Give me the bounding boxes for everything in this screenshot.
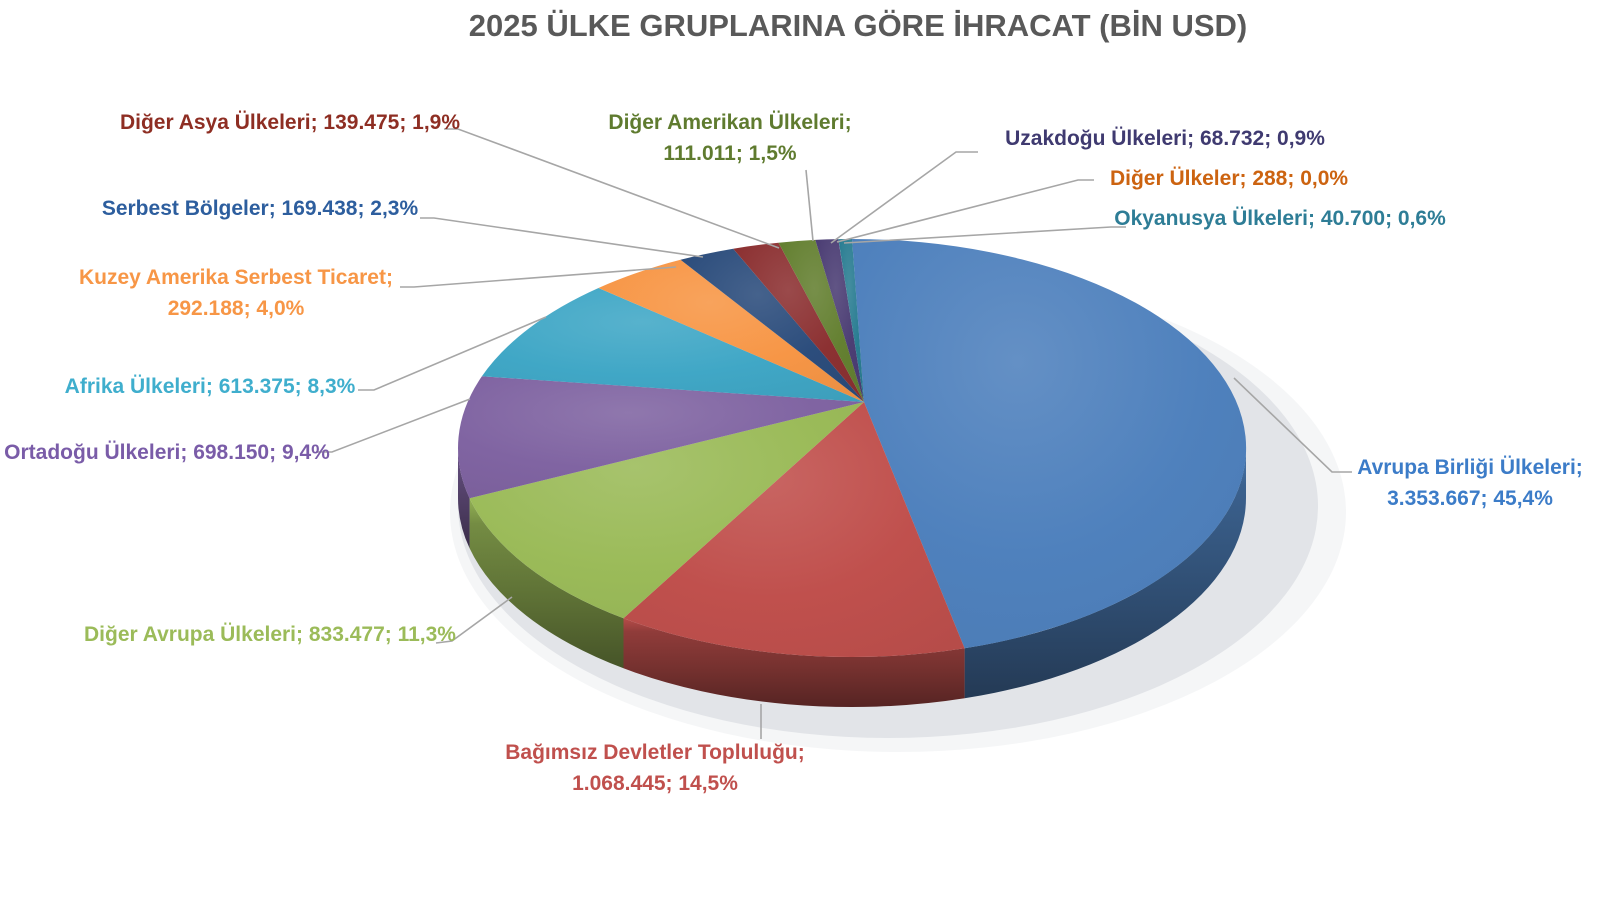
pie-slice-4: [481, 288, 864, 402]
pie-slice-9: [815, 239, 864, 402]
pie-label-diger-asya: Diğer Asya Ülkeleri; 139.475; 1,9%: [119, 111, 461, 134]
pie-slice-0: [852, 238, 1247, 649]
pie-slice-8: [778, 239, 864, 402]
pie-wall-3: [458, 448, 470, 549]
leader-line-6: [420, 217, 704, 258]
leader-line-7: [444, 128, 780, 249]
leader-line-2: [435, 596, 513, 644]
pie-slice-11: [838, 238, 864, 402]
pie-slice-5: [598, 259, 864, 402]
chart-title: 2025 ÜLKE GRUPLARINA GÖRE İHRACAT (BİN U…: [468, 8, 1248, 43]
pie-label-afrika: Afrika Ülkeleri; 613.375; 8,3%: [64, 375, 356, 398]
pie-label-diger-ulkeler: Diğer Ülkeler; 288; 0,0%: [1109, 167, 1349, 190]
pie-label-avrupa-birligi: Avrupa Birliği Ülkeleri; 3.353.667; 45,4…: [1357, 456, 1583, 510]
leader-line-11: [843, 226, 1126, 244]
leader-line-3: [316, 398, 471, 453]
pie-label-serbest-bolgeler: Serbest Bölgeler; 169.438; 2,3%: [101, 197, 419, 220]
leader-line-0: [1233, 377, 1352, 473]
pie-wall-1: [623, 618, 965, 708]
leader-line-10: [836, 179, 1094, 243]
leader-line-8: [805, 169, 814, 242]
pie-slice-2: [469, 402, 864, 619]
pie-label-diger-avrupa: Diğer Avrupa Ülkeleri; 833.477; 11,3%: [84, 623, 456, 646]
pie-label-uzakdogu: Uzakdoğu Ülkeleri; 68.732; 0,9%: [1005, 127, 1325, 150]
leader-line-4: [358, 316, 547, 391]
pie-label-okyanusya: Okyanusya Ülkeleri; 40.700; 0,6%: [1114, 207, 1446, 230]
pie-slice-3: [458, 376, 864, 499]
pie-label-diger-amerikan: Diğer Amerikan Ülkeleri; 111.011; 1,5%: [608, 111, 852, 165]
pie-wall-2: [469, 498, 624, 669]
pie-label-bagimsiz-devletler: Bağımsız Devletler Topluluğu; 1.068.445;…: [505, 741, 805, 795]
pie-slice-1: [623, 402, 965, 658]
leader-line-9: [830, 151, 978, 244]
pie-slice-7: [733, 242, 864, 402]
pie-wall-0: [964, 448, 1246, 699]
pie-label-kuzey-amerika: Kuzey Amerika Serbest Ticaret; 292.188; …: [79, 266, 393, 320]
pie-label-ortadogu: Ortadoğu Ülkeleri; 698.150; 9,4%: [4, 441, 330, 464]
pie-slice-6: [680, 248, 864, 402]
leader-line-5: [400, 266, 677, 288]
